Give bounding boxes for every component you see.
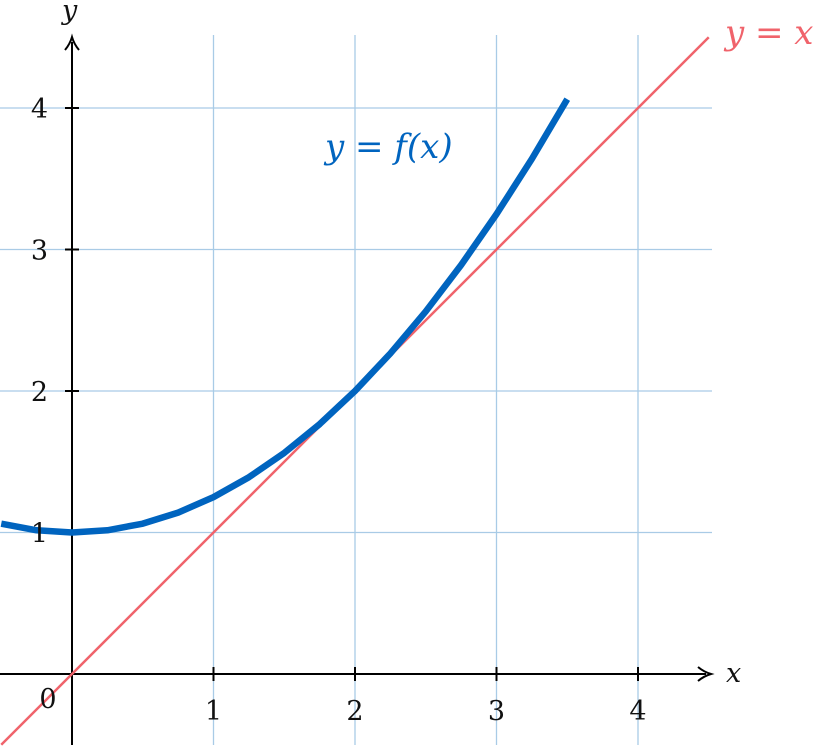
labels-group: 1 2 3 4 1 2 3 4 0 x y y = f(x) y = x [31, 0, 814, 727]
series-group [0, 36, 710, 746]
x-axis-label: x [726, 658, 741, 689]
axes [0, 33, 715, 745]
y-axis-arrowhead [64, 33, 80, 51]
x-axis-arrowhead [697, 666, 715, 682]
y-axis-label: y [61, 0, 78, 26]
origin-label: 0 [39, 684, 56, 715]
y-tick-label-2: 2 [31, 377, 48, 408]
series-label-f: y = f(x) [323, 127, 453, 167]
series-curve-f [0, 97, 571, 536]
x-tick-label-1: 1 [205, 696, 222, 727]
y-tick-label-4: 4 [31, 94, 48, 125]
y-tick-label-1: 1 [31, 519, 48, 550]
x-tick-label-3: 3 [488, 696, 505, 727]
y-tick-label-3: 3 [31, 236, 48, 267]
x-tick-label-2: 2 [346, 696, 363, 727]
series-label-identity: y = x [723, 13, 814, 53]
x-tick-label-4: 4 [629, 696, 646, 727]
